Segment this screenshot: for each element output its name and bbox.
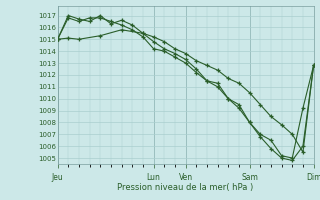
X-axis label: Pression niveau de la mer( hPa ): Pression niveau de la mer( hPa ) [117,183,254,192]
